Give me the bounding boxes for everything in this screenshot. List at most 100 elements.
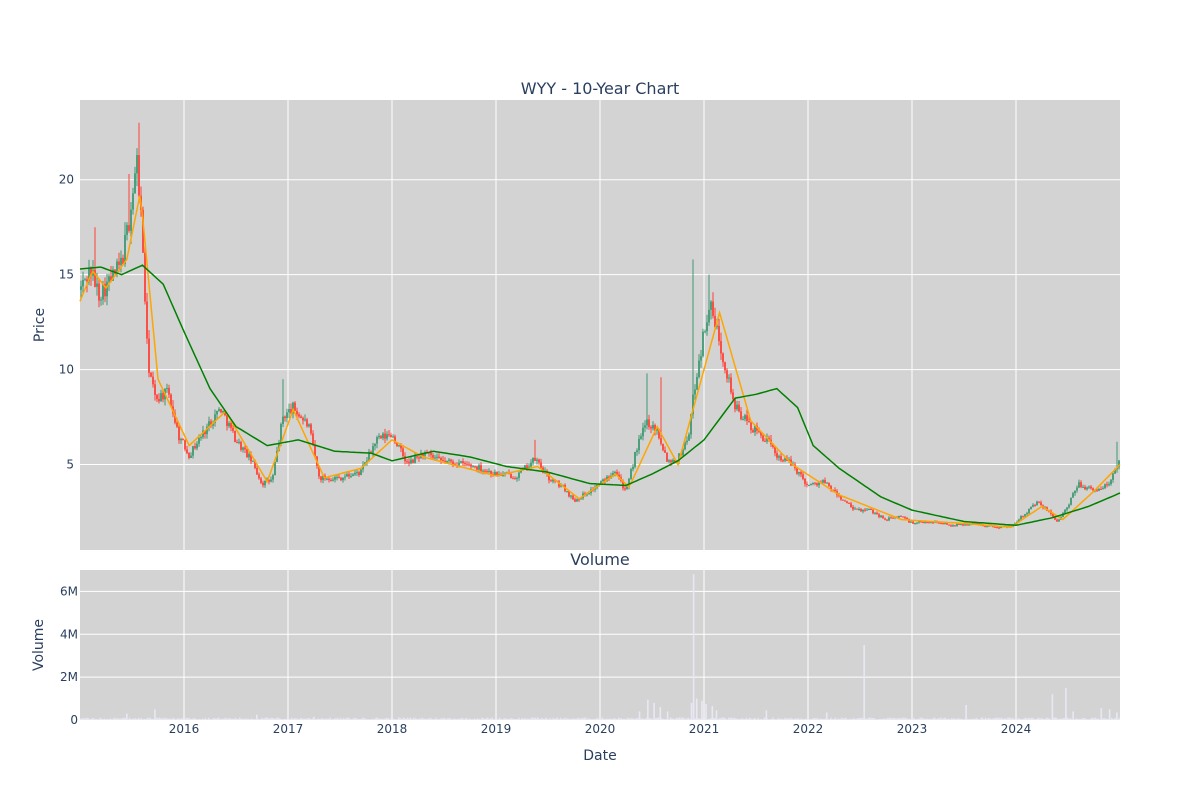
volume-subplot-title: Volume [570,550,630,569]
volume-bar [276,717,278,720]
volume-bar [818,719,820,720]
volume-bar [377,717,379,720]
candle-body [1070,497,1072,505]
candle-body [88,267,90,282]
volume-bar [145,719,147,720]
volume-bar [1010,717,1012,720]
volume-bar [1039,718,1042,720]
candle-body [86,279,88,282]
candle-body [902,516,904,518]
candle-body [342,477,344,481]
volume-bar [203,718,205,720]
volume-bar [790,717,792,720]
volume-bar [341,719,343,720]
volume-bar [170,718,172,720]
volume-bar [1017,718,1019,720]
candle-body [132,193,134,210]
volume-bar [1045,717,1048,720]
candle-body [736,404,738,410]
candle-body [710,301,712,310]
candle-body [1036,501,1038,506]
volume-bar [89,719,91,720]
volume-bar [817,718,819,720]
candle-body [328,478,330,480]
candle-body [826,482,828,484]
volume-bar [603,718,605,720]
volume-bar [1078,718,1080,720]
volume-bar [1020,719,1022,720]
volume-bar [916,718,918,720]
volume-bar [959,718,961,720]
volume-bar [724,718,727,720]
candle-body [526,465,528,470]
volume-bar [265,717,268,720]
candle-body [250,453,252,462]
candle-body [854,508,856,510]
candle-body [998,527,1000,529]
volume-bar [872,717,874,720]
volume-bar [1033,719,1036,720]
candle-body [1064,509,1066,514]
volume-bar [984,717,987,720]
volume-bar [221,718,223,720]
candle-body [880,515,882,517]
volume-bar [672,718,675,720]
candle-body [202,430,204,438]
volume-bar [389,719,391,720]
candle-body [496,471,498,475]
volume-bar [80,718,82,720]
volume-bar [598,719,600,720]
volume-bar [1048,718,1051,720]
volume-bar [369,719,372,720]
volume-bar [1072,711,1074,720]
candle-body [848,502,850,504]
candle-body [442,460,444,462]
candle-body [384,433,386,439]
candle-body [1058,519,1060,522]
volume-bar [840,717,843,720]
volume-bar [438,719,440,720]
volume-bar [398,717,400,720]
candle-body [120,257,122,265]
volume-bar [717,719,719,720]
volume-bar [543,718,545,720]
volume-bar [570,718,572,720]
volume-bar [297,718,299,720]
volume-bar [259,719,262,720]
candle-body [1104,484,1106,489]
volume-bar [166,718,168,720]
volume-bar [1068,718,1070,720]
candle-body [340,477,342,481]
candle-body [534,457,536,461]
volume-bar [658,717,660,720]
volume-bar [711,706,714,720]
volume-bar [720,717,722,720]
volume-bar [946,718,948,720]
volume-bar [617,717,620,720]
volume-bar [876,719,878,720]
candle-body [948,524,950,526]
volume-bar [227,718,229,720]
volume-bar [424,718,427,720]
volume-bar [909,718,911,720]
volume-bar [1007,717,1009,720]
volume-bar [863,645,865,720]
price-candlesticks [80,122,1120,530]
volume-bar [417,719,419,720]
volume-bar [407,717,409,720]
volume-bar [723,717,725,720]
volume-bar [291,717,293,720]
volume-bar [1062,718,1064,720]
candle-body [852,506,854,510]
candle-body [270,479,272,482]
volume-bar [568,719,571,720]
candle-body [102,283,104,300]
volume-bar [444,717,446,720]
candle-body [110,276,112,281]
volume-bar [944,717,947,720]
volume-bar [782,719,785,720]
candle-body [958,523,960,525]
volume-bar [665,718,667,720]
volume-bar [726,719,728,720]
volume-bar [729,717,731,720]
